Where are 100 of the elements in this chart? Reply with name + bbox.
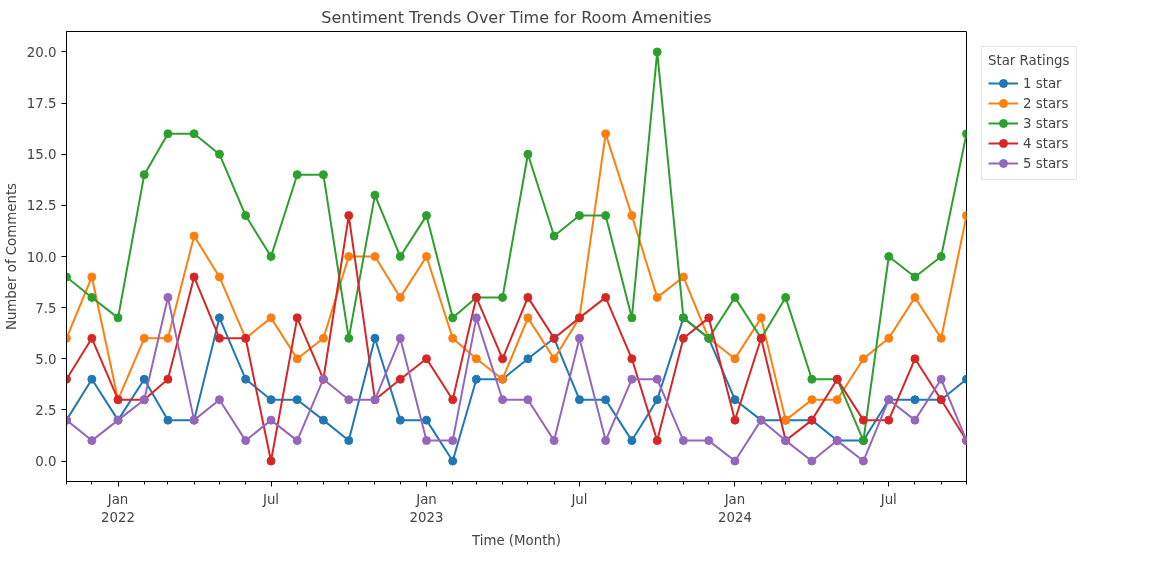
y-tick-label: 5.0 [35, 351, 57, 367]
point [292, 170, 302, 180]
point [574, 395, 584, 405]
point [781, 292, 791, 302]
point [601, 292, 611, 302]
point [292, 436, 302, 446]
point [627, 313, 637, 323]
point [549, 354, 559, 364]
point [730, 354, 740, 364]
point [163, 292, 173, 302]
point [370, 190, 380, 200]
point [422, 252, 431, 261]
point [910, 272, 920, 282]
point [370, 333, 380, 343]
point [318, 415, 328, 425]
point [471, 374, 481, 384]
point [523, 395, 533, 405]
legend-label: 1 star [1023, 75, 1062, 91]
point [266, 456, 276, 466]
point [189, 129, 199, 139]
point [652, 395, 662, 405]
x-tick-label: Jan 2024 [717, 491, 752, 525]
point [652, 47, 662, 57]
point [422, 436, 431, 446]
point [448, 313, 458, 323]
point [601, 436, 611, 446]
point [523, 354, 533, 364]
point [807, 395, 817, 405]
point [139, 374, 149, 384]
point [601, 211, 611, 221]
y-tick-label: 2.5 [35, 402, 57, 418]
point [87, 272, 97, 282]
point [730, 415, 740, 425]
point [448, 436, 458, 446]
point [730, 292, 740, 302]
point [858, 456, 868, 466]
legend-label: 2 stars [1023, 95, 1069, 111]
point [189, 231, 199, 241]
point [344, 395, 354, 405]
point [422, 211, 431, 221]
point [266, 313, 276, 323]
point [627, 374, 637, 384]
point [422, 354, 431, 364]
x-tick-label: Jan 2023 [409, 491, 444, 525]
point [163, 415, 173, 425]
point [858, 415, 868, 425]
y-tick-label: 17.5 [26, 96, 57, 112]
legend-title: Star Ratings [988, 53, 1070, 68]
x-tick-label: Jul [570, 491, 588, 507]
point [344, 436, 354, 446]
point [910, 415, 920, 425]
point [678, 436, 688, 446]
point [652, 436, 662, 446]
point [627, 211, 637, 221]
point [730, 456, 740, 466]
point [422, 415, 431, 425]
chart-title: Sentiment Trends Over Time for Room Amenities [321, 7, 712, 27]
point [884, 252, 894, 261]
point [832, 395, 842, 405]
point [241, 374, 251, 384]
point [807, 456, 817, 466]
y-tick-label: 10.0 [26, 249, 57, 265]
point [936, 252, 946, 261]
point [214, 333, 224, 343]
point [87, 374, 97, 384]
point [163, 129, 173, 139]
y-tick-label: 0.0 [35, 454, 57, 470]
point [163, 374, 173, 384]
point [266, 252, 276, 261]
point [574, 333, 584, 343]
point [292, 354, 302, 364]
point [523, 149, 533, 159]
point [471, 354, 481, 364]
point [395, 292, 405, 302]
point [163, 333, 173, 343]
point [448, 395, 458, 405]
point [730, 395, 740, 405]
legend-label: 5 stars [1023, 155, 1069, 171]
x-tick-label: Jul [879, 491, 897, 507]
x-tick-label: Jul [261, 491, 280, 507]
point [807, 374, 817, 384]
y-tick-label: 20.0 [26, 44, 57, 60]
point [574, 211, 584, 221]
legend-label: 3 stars [1023, 115, 1069, 131]
point [936, 333, 946, 343]
point [704, 313, 714, 323]
point [910, 395, 920, 405]
point [266, 395, 276, 405]
point [678, 333, 688, 343]
point [318, 170, 328, 180]
point [241, 436, 251, 446]
point [139, 333, 149, 343]
legend-label: 4 stars [1023, 135, 1069, 151]
point [601, 129, 611, 139]
point [652, 292, 662, 302]
point [395, 415, 405, 425]
point [627, 354, 637, 364]
point [627, 436, 637, 446]
point [318, 333, 328, 343]
point [241, 211, 251, 221]
